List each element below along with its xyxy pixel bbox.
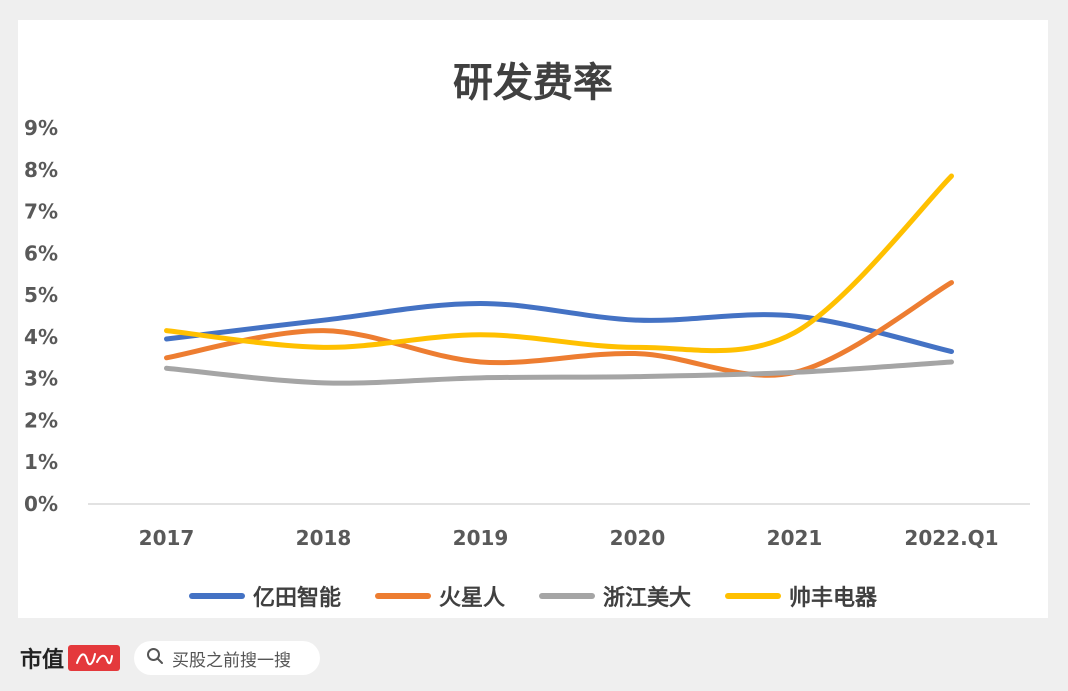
y-tick-label: 2% [24, 408, 58, 432]
x-tick-label: 2018 [296, 526, 352, 550]
x-tick-label: 2020 [610, 526, 666, 550]
y-tick-label: 8% [24, 158, 58, 182]
y-tick-label: 9% [24, 116, 58, 140]
chart-title: 研发费率 [453, 60, 613, 106]
logo-seal-icon [68, 645, 121, 671]
x-tick-label: 2017 [139, 526, 195, 550]
chart-card: 研发费率 0% 1% 2% 3% 4% 5% 6% 7% 8% 9% 2017 2018 2019 202… [18, 20, 1048, 618]
chart-legend: 亿田智能 火星人 浙江美大 帅丰电器 [18, 580, 1048, 612]
legend-item-3: 浙江美大 [539, 580, 691, 612]
y-tick-label: 5% [24, 283, 58, 307]
x-tick-label: 2022.Q1 [904, 526, 998, 550]
legend-label: 亿田智能 [252, 586, 341, 611]
logo: 市值 [20, 642, 121, 674]
legend-item-2: 火星人 [374, 580, 505, 612]
search-icon [146, 647, 164, 669]
legend-label: 火星人 [438, 586, 505, 611]
series-line-2 [164, 280, 954, 378]
legend-swatch [725, 593, 782, 599]
series-line-3 [164, 359, 954, 386]
line-chart: 0% 1% 2% 3% 4% 5% 6% 7% 8% 9% 2017 2018 2019 2020 2021… [24, 116, 1030, 550]
legend-swatch [188, 593, 245, 599]
x-tick-label: 2021 [767, 526, 823, 550]
series-line-4 [164, 173, 954, 354]
legend-swatch [539, 593, 595, 599]
legend-label: 帅丰电器 [789, 586, 878, 611]
y-tick-label: 3% [24, 367, 58, 391]
legend-item-4: 帅丰电器 [725, 580, 877, 612]
search-placeholder: 买股之前搜一搜 [172, 650, 292, 671]
y-tick-label: 1% [24, 450, 58, 474]
y-tick-label: 6% [24, 241, 58, 265]
logo-text: 市值 [20, 647, 65, 673]
x-tick-label: 2019 [453, 526, 509, 550]
legend-swatch [374, 593, 431, 599]
search-box[interactable]: 买股之前搜一搜 [134, 641, 321, 675]
y-tick-label: 0% [24, 492, 58, 516]
y-tick-label: 4% [24, 325, 58, 349]
y-tick-label: 7% [24, 200, 58, 224]
legend-item-1: 亿田智能 [188, 580, 341, 612]
footer-bar: 市值 买股之前搜一搜 [20, 640, 321, 676]
legend-label: 浙江美大 [603, 586, 692, 611]
